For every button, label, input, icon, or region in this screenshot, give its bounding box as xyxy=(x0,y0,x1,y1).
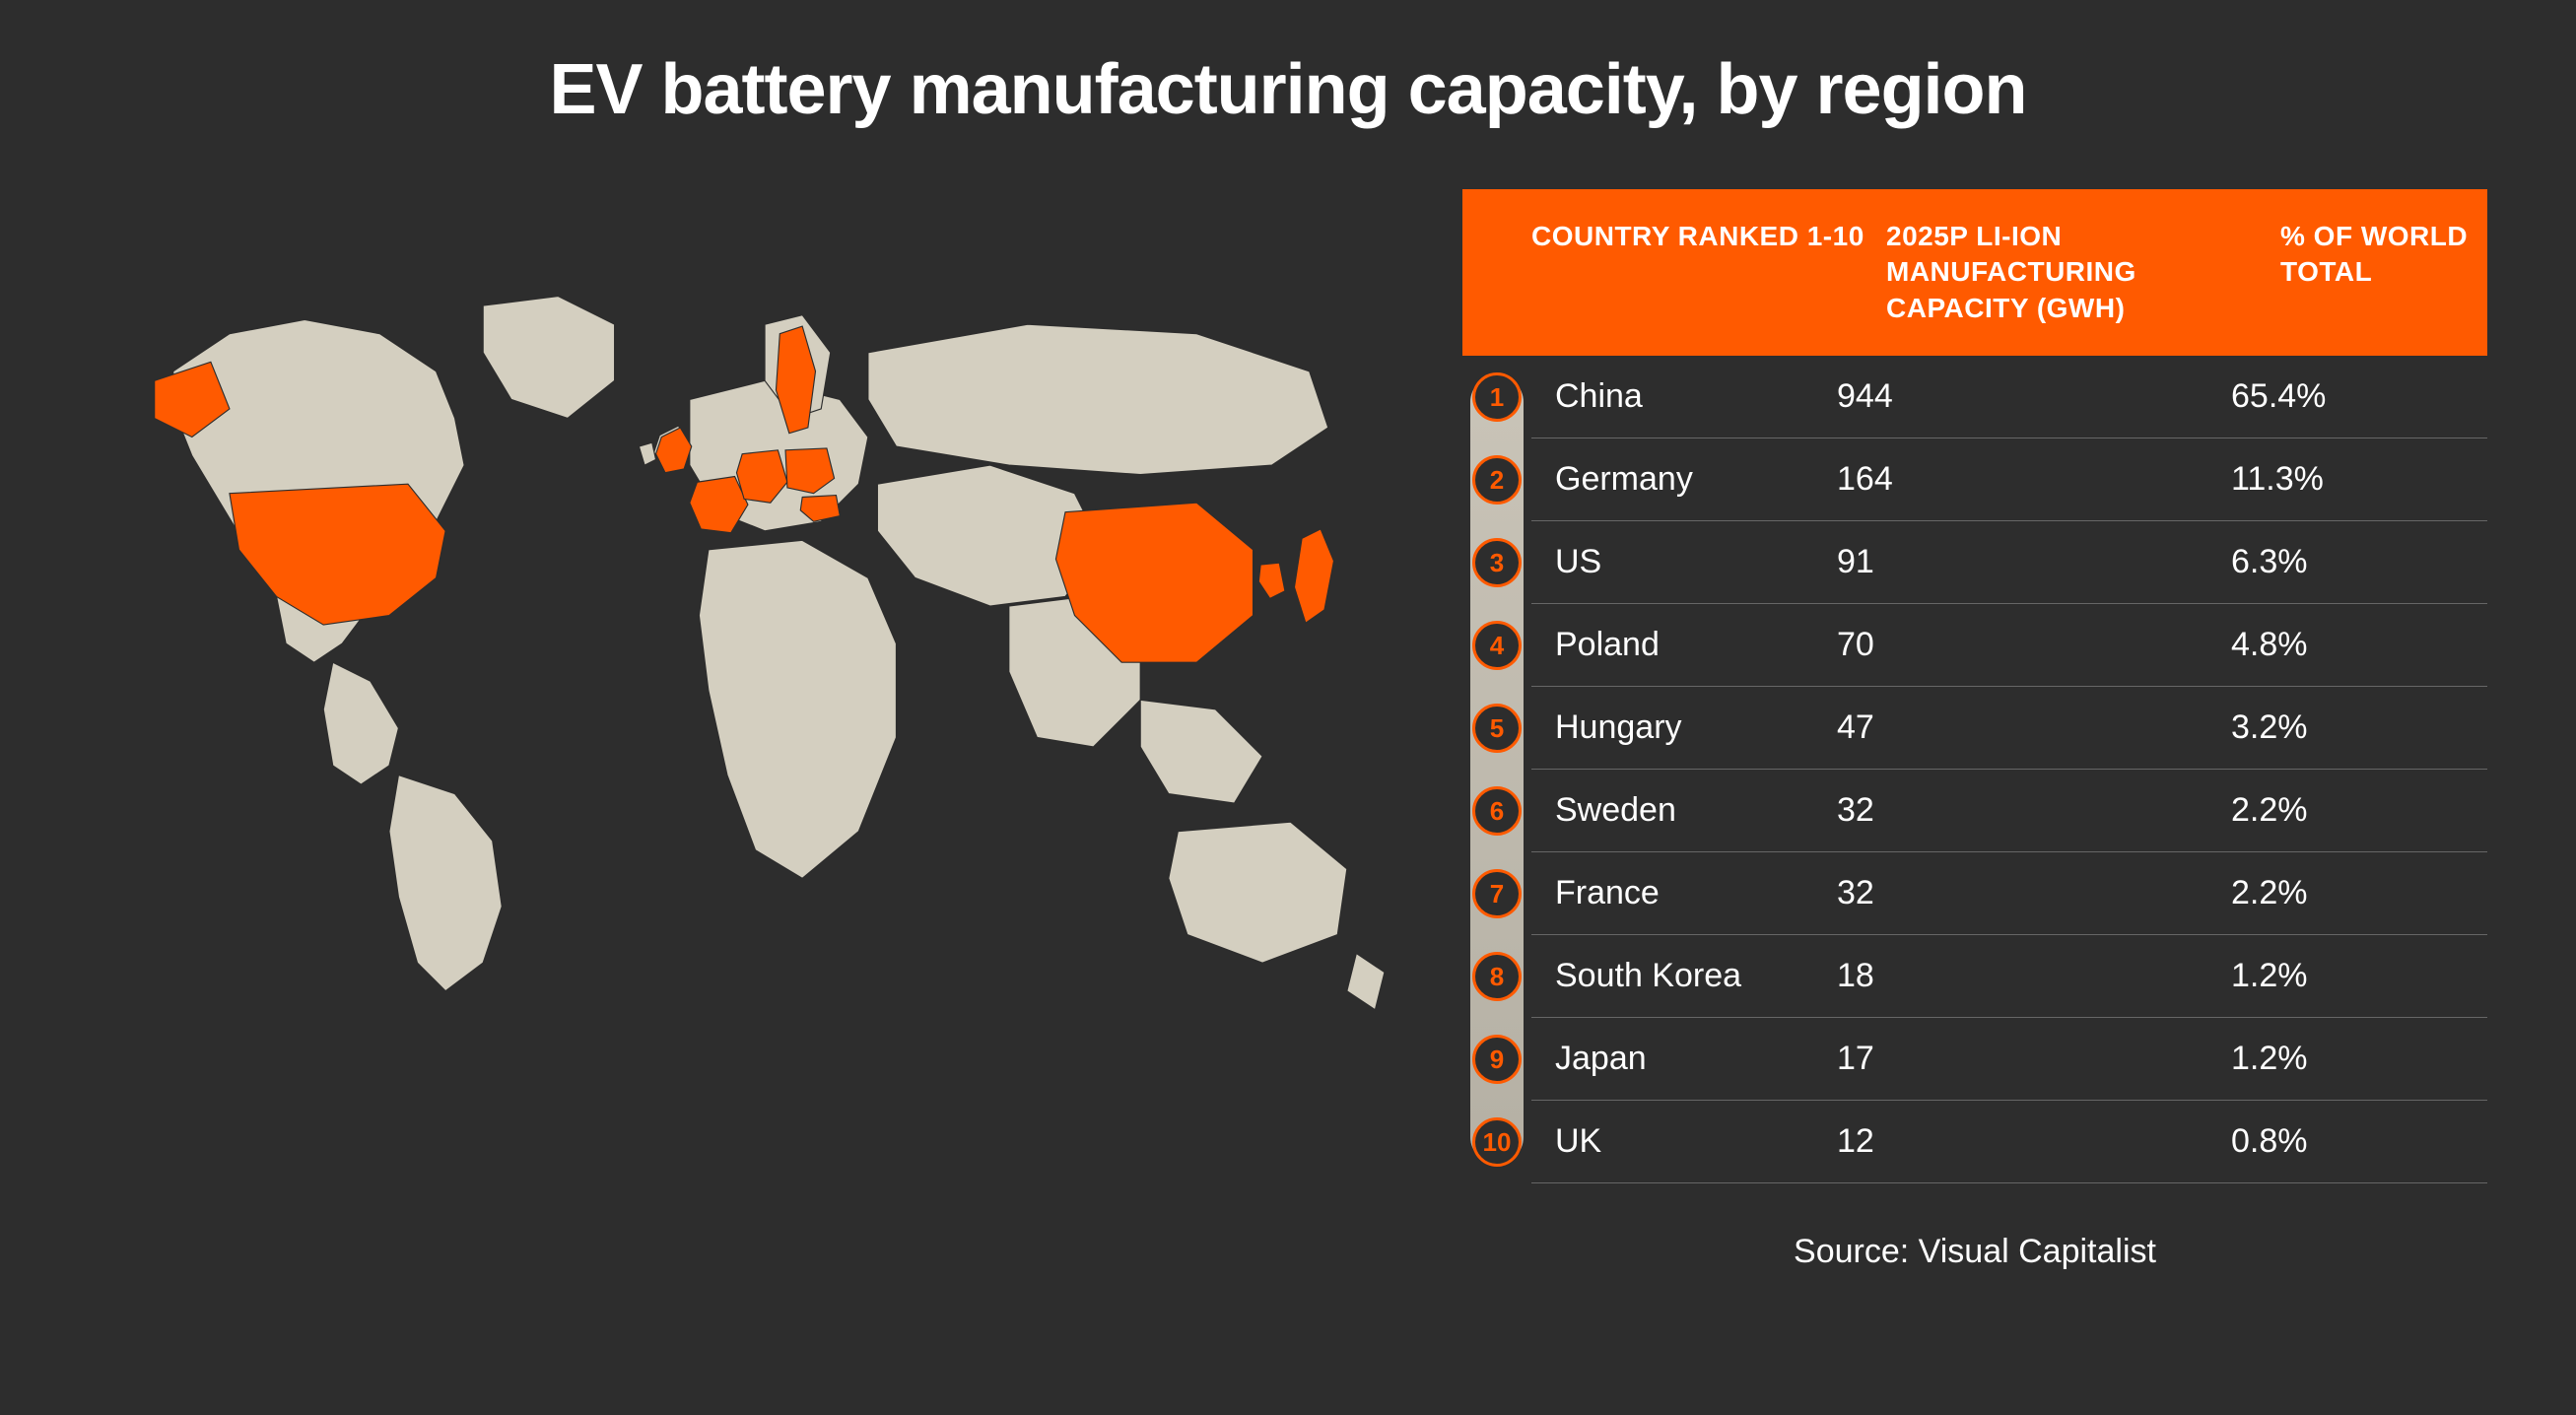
capacity-value: 18 xyxy=(1817,935,2211,1018)
rank-badge: 1 xyxy=(1472,372,1522,422)
percent-value: 11.3% xyxy=(2211,438,2487,521)
rank-badge: 3 xyxy=(1472,538,1522,587)
rank-badge: 5 xyxy=(1472,704,1522,753)
country-name: France xyxy=(1531,852,1817,935)
country-name: Poland xyxy=(1531,604,1817,687)
percent-value: 1.2% xyxy=(2211,935,2487,1018)
table-header: COUNTRY RANKED 1-10 2025P LI-ION MANUFAC… xyxy=(1462,189,2487,356)
country-name: South Korea xyxy=(1531,935,1817,1018)
capacity-value: 17 xyxy=(1817,1018,2211,1101)
country-name: US xyxy=(1531,521,1817,604)
table-row: 3US916.3% xyxy=(1462,521,2487,604)
content-row: COUNTRY RANKED 1-10 2025P LI-ION MANUFAC… xyxy=(0,130,2576,1271)
country-name: Sweden xyxy=(1531,770,1817,852)
rank-badge: 6 xyxy=(1472,786,1522,836)
percent-value: 2.2% xyxy=(2211,770,2487,852)
table-row: 4Poland704.8% xyxy=(1462,604,2487,687)
table-row: 5Hungary473.2% xyxy=(1462,687,2487,770)
country-name: Hungary xyxy=(1531,687,1817,770)
world-map-svg xyxy=(89,268,1403,1019)
percent-value: 2.2% xyxy=(2211,852,2487,935)
table-body: 1China94465.4%2Germany16411.3%3US916.3%4… xyxy=(1462,356,2487,1183)
table-row: 7France322.2% xyxy=(1462,852,2487,935)
capacity-value: 91 xyxy=(1817,521,2211,604)
country-name: Japan xyxy=(1531,1018,1817,1101)
percent-value: 0.8% xyxy=(2211,1101,2487,1183)
country-name: China xyxy=(1531,356,1817,438)
rank-badge: 7 xyxy=(1472,869,1522,918)
capacity-value: 47 xyxy=(1817,687,2211,770)
header-country: COUNTRY RANKED 1-10 xyxy=(1531,219,1886,326)
rank-badge: 9 xyxy=(1472,1035,1522,1084)
table-row: 2Germany16411.3% xyxy=(1462,438,2487,521)
table-row: 1China94465.4% xyxy=(1462,356,2487,438)
world-map xyxy=(89,268,1403,1024)
rank-badge: 8 xyxy=(1472,952,1522,1001)
percent-value: 4.8% xyxy=(2211,604,2487,687)
table-row: 8South Korea181.2% xyxy=(1462,935,2487,1018)
percent-value: 65.4% xyxy=(2211,356,2487,438)
percent-value: 3.2% xyxy=(2211,687,2487,770)
capacity-value: 70 xyxy=(1817,604,2211,687)
rank-badge: 2 xyxy=(1472,455,1522,505)
capacity-value: 944 xyxy=(1817,356,2211,438)
percent-value: 1.2% xyxy=(2211,1018,2487,1101)
capacity-value: 164 xyxy=(1817,438,2211,521)
country-name: Germany xyxy=(1531,438,1817,521)
capacity-value: 32 xyxy=(1817,770,2211,852)
header-capacity: 2025P LI-ION MANUFACTURING CAPACITY (GWH… xyxy=(1886,219,2280,326)
country-name: UK xyxy=(1531,1101,1817,1183)
rank-badge: 4 xyxy=(1472,621,1522,670)
header-percent: % OF WORLD TOTAL xyxy=(2280,219,2556,326)
source-label: Source: Visual Capitalist xyxy=(1462,1233,2487,1271)
percent-value: 6.3% xyxy=(2211,521,2487,604)
capacity-table: COUNTRY RANKED 1-10 2025P LI-ION MANUFAC… xyxy=(1462,189,2487,1271)
page-title: EV battery manufacturing capacity, by re… xyxy=(0,0,2576,130)
capacity-value: 12 xyxy=(1817,1101,2211,1183)
rank-badge: 10 xyxy=(1472,1117,1522,1167)
table-row: 6Sweden322.2% xyxy=(1462,770,2487,852)
table-row: 9Japan171.2% xyxy=(1462,1018,2487,1101)
capacity-value: 32 xyxy=(1817,852,2211,935)
table-row: 10UK120.8% xyxy=(1462,1101,2487,1183)
